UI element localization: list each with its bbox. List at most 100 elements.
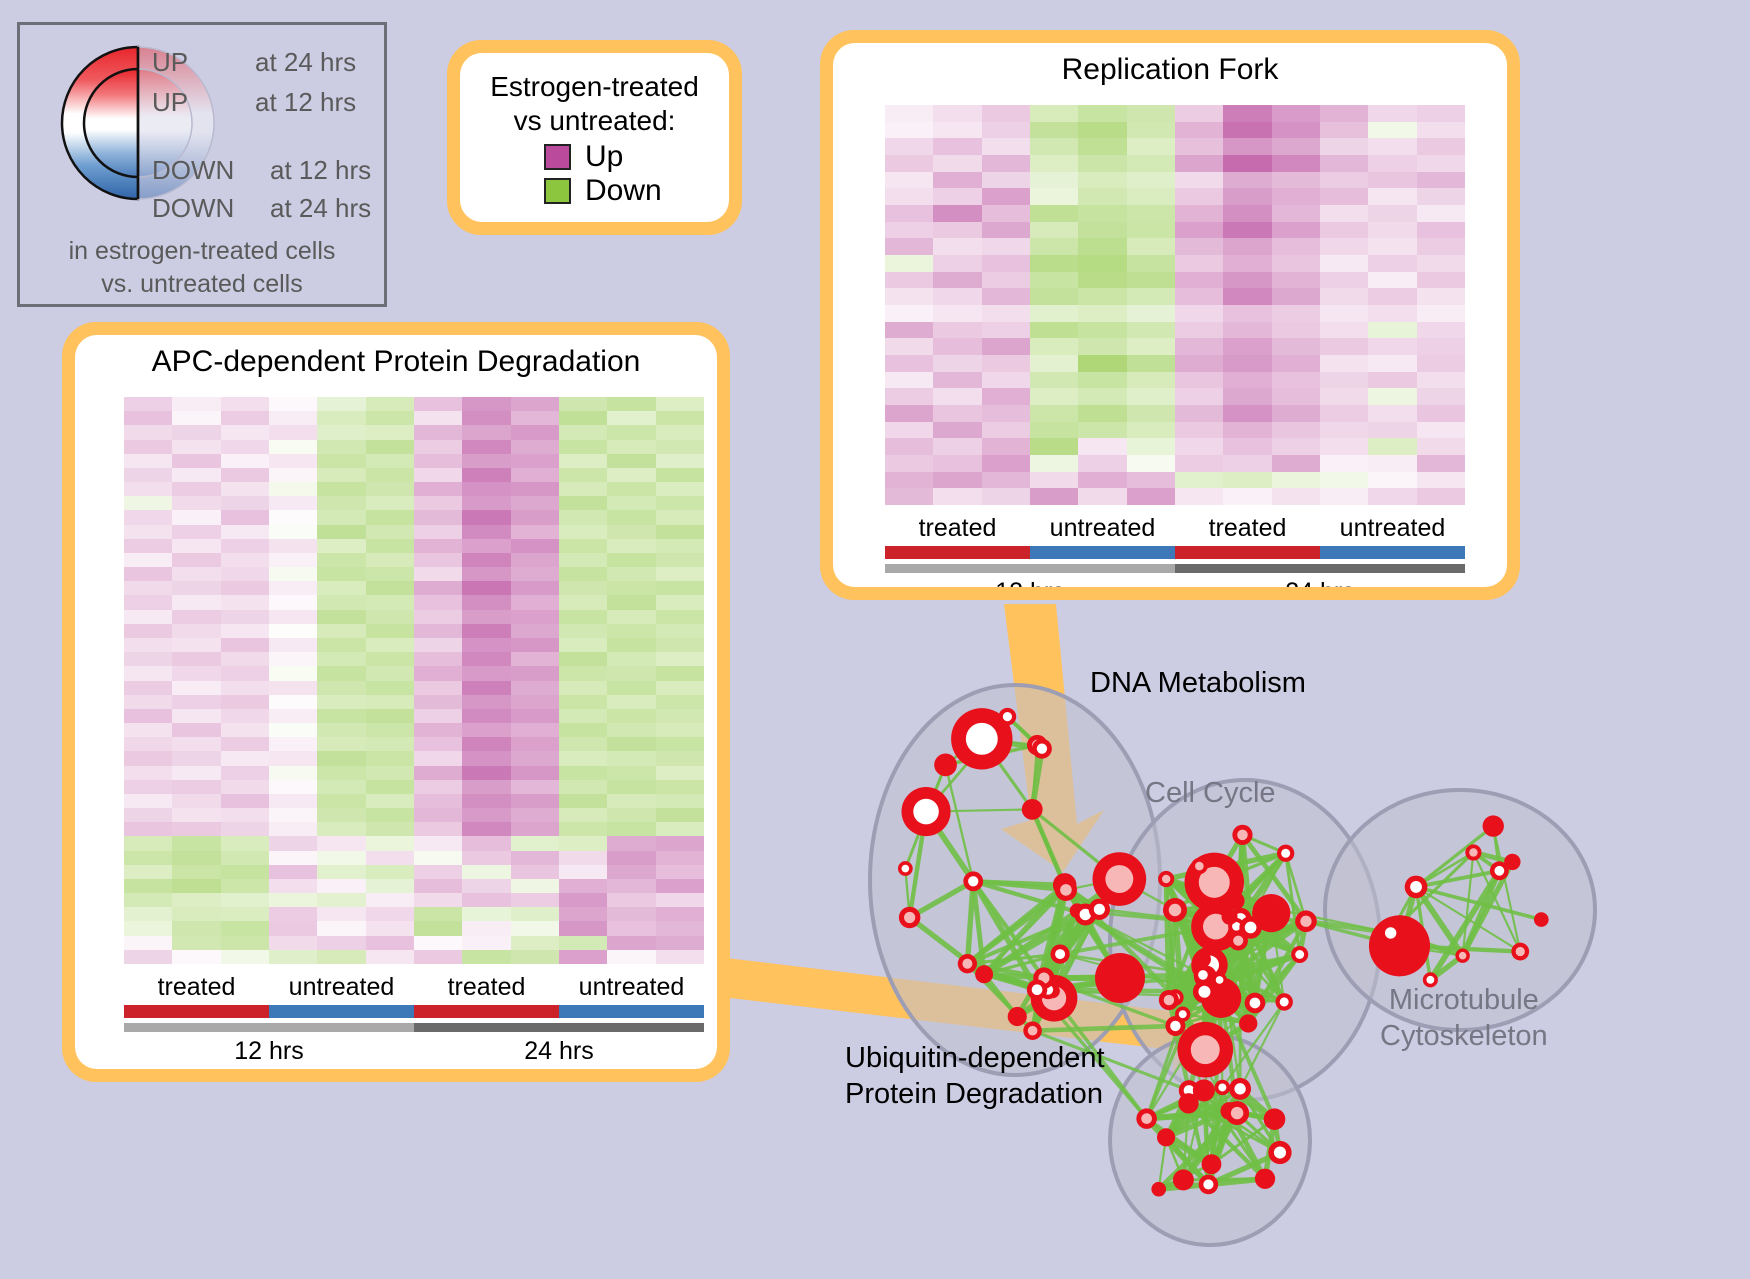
annot-time-bar	[885, 564, 1465, 573]
network-node-core	[1183, 1085, 1195, 1096]
heatmap-cell	[607, 453, 656, 468]
heatmap-cell	[885, 388, 934, 405]
heatmap-cell	[885, 288, 934, 305]
heatmap-cell	[172, 411, 221, 426]
heatmap-cell	[885, 304, 934, 322]
heatmap-cell	[462, 893, 511, 908]
heatmap-cell	[124, 949, 173, 964]
heatmap-cell	[1368, 171, 1417, 189]
heatmap-cell	[172, 779, 221, 794]
heatmap-cell	[1029, 188, 1079, 205]
heatmap-cell	[607, 666, 656, 681]
heatmap-cell	[1029, 304, 1079, 322]
network-node	[1172, 1169, 1194, 1191]
heatmap-cell	[981, 388, 1030, 405]
network-node-core	[1198, 985, 1211, 998]
heatmap-cell	[981, 254, 1030, 272]
heatmap-cell	[607, 751, 656, 766]
heatmap-cell	[1174, 404, 1224, 422]
heatmap-cell	[317, 694, 366, 709]
heatmap-cell	[1223, 438, 1272, 455]
network-node	[975, 965, 994, 984]
heatmap-cell	[558, 467, 608, 483]
apc-degradation-title: APC-dependent Protein Degradation	[151, 345, 641, 378]
heatmap-cell	[933, 354, 982, 372]
heatmap-cell	[607, 552, 656, 568]
network-node-core	[1494, 865, 1505, 876]
heatmap-cell	[933, 154, 982, 172]
network-node-core	[1230, 1106, 1244, 1120]
heatmap-cell	[413, 822, 463, 837]
heatmap-cell	[268, 680, 318, 695]
network-node-core	[1031, 984, 1043, 996]
heatmap-cell	[1319, 121, 1369, 139]
heatmap-cell	[1078, 254, 1127, 272]
heatmap-cell	[558, 921, 608, 936]
heatmap-cell	[607, 765, 656, 780]
heatmap-cell	[220, 496, 269, 511]
heatmap-cell	[268, 666, 318, 681]
heatmap-cell	[268, 453, 318, 468]
heatmap-cell	[1029, 288, 1079, 305]
heatmap-cell	[220, 779, 269, 794]
heatmap-cell	[220, 793, 269, 809]
heatmap-cell	[1416, 171, 1465, 189]
heatmap-cell	[317, 581, 366, 596]
heatmap-cell	[268, 708, 318, 724]
annot-treatment-segment-3	[559, 1005, 704, 1018]
heatmap-cell	[124, 850, 173, 865]
heatmap-cell	[510, 609, 559, 624]
heatmap-cell	[462, 496, 511, 511]
heatmap-cell	[1126, 288, 1175, 305]
heatmap-cell	[413, 482, 463, 497]
heatmap-cell	[462, 836, 511, 851]
heatmap-cell	[462, 822, 511, 837]
heatmap-cell	[510, 680, 559, 695]
heatmap-cell	[220, 723, 269, 738]
heatmap-cell	[413, 694, 463, 709]
heatmap-cell	[413, 808, 463, 823]
heatmap-cell	[172, 637, 221, 653]
network-node-core	[1295, 950, 1305, 959]
heatmap-cell	[317, 524, 366, 539]
heatmap-cell	[268, 524, 318, 539]
heatmap-cell	[558, 609, 608, 624]
heatmap-cell	[172, 893, 221, 908]
heatmap-cell	[655, 637, 704, 653]
heatmap-cell	[607, 439, 656, 454]
heatmap-cell	[413, 708, 463, 724]
heatmap-cell	[655, 652, 704, 667]
heatmap-cell	[365, 723, 414, 738]
heatmap-cell	[981, 188, 1030, 205]
heatmap-cell	[1368, 471, 1417, 489]
heatmap-cell	[172, 609, 221, 624]
heatmap-cell	[1416, 121, 1465, 139]
heatmap-cell	[1029, 488, 1079, 505]
heatmap-cell	[268, 482, 318, 497]
heatmap-cell	[220, 567, 269, 582]
annot-treatment-segment-1	[269, 1005, 414, 1018]
heatmap-cell	[462, 921, 511, 936]
heatmap-cell	[124, 864, 173, 879]
heatmap-cell	[1271, 421, 1320, 439]
heatmap-cell	[124, 793, 173, 809]
heatmap-cell	[1319, 188, 1369, 205]
heatmap-cell	[981, 354, 1030, 372]
heatmap-cell	[462, 439, 511, 454]
heatmap-cell	[1319, 138, 1369, 155]
annot-treatment-segment-0	[124, 1005, 269, 1018]
heatmap-cell	[365, 567, 414, 582]
heatmap-cell	[124, 779, 173, 794]
heatmap-cell	[220, 680, 269, 695]
heatmap-cell	[317, 864, 366, 879]
heatmap-cell	[1368, 388, 1417, 405]
heatmap-cell	[885, 371, 934, 389]
heatmap-cell	[124, 567, 173, 582]
heatmap-cell	[413, 609, 463, 624]
heatmap-cell	[607, 850, 656, 865]
heatmap-cell	[462, 538, 511, 553]
heatmap-cell	[1368, 454, 1417, 472]
heatmap-cell	[413, 467, 463, 483]
heatmap-cell	[462, 907, 511, 922]
